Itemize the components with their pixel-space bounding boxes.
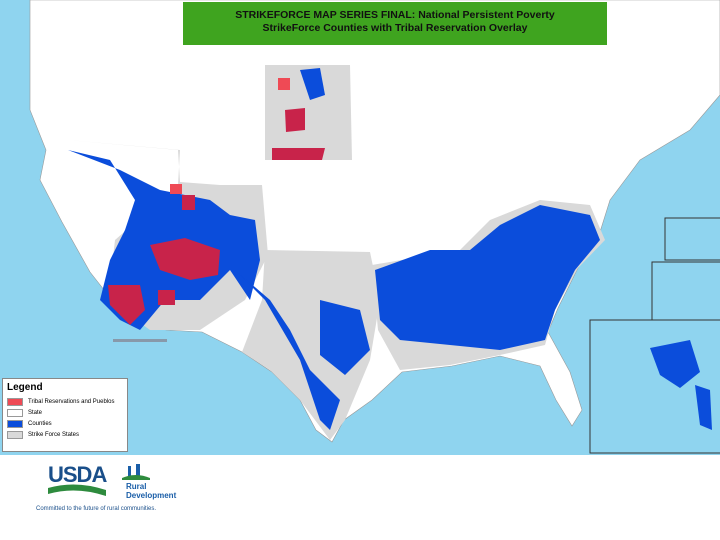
map <box>0 0 720 455</box>
title-line: StrikeForce Counties with Tribal Reserva… <box>262 22 528 34</box>
legend: Legend Tribal Reservations and Pueblos S… <box>2 378 128 452</box>
agency-line: Rural <box>126 482 147 491</box>
logo-agency: Rural Development <box>126 482 176 500</box>
tribal-reservations <box>108 108 325 325</box>
title-box: STRIKEFORCE MAP SERIES FINAL: National P… <box>183 2 607 45</box>
tribal-reservations-light <box>170 78 290 194</box>
title-line: STRIKEFORCE MAP SERIES FINAL: National P… <box>235 9 555 21</box>
logo-icon-ground <box>122 475 150 480</box>
legend-item: Tribal Reservations and Pueblos <box>7 396 123 407</box>
logo-icon-part <box>128 466 131 476</box>
legend-title: Legend <box>7 382 43 393</box>
legend-label: Counties <box>28 420 52 427</box>
legend-label: State <box>28 409 43 416</box>
logo-icon-part <box>136 464 140 476</box>
scale-bar <box>113 339 167 342</box>
logo-swoosh <box>48 484 106 496</box>
legend-item: State <box>7 407 123 418</box>
legend-swatch <box>7 397 23 406</box>
logo-usda: USDA <box>48 462 107 487</box>
legend-label: Strike Force States <box>28 431 80 438</box>
agency-line: Development <box>126 491 177 500</box>
legend-swatch <box>7 430 23 439</box>
legend-swatch <box>7 419 23 428</box>
legend-label: Tribal Reservations and Pueblos <box>28 398 115 405</box>
inset-frames <box>589 217 720 454</box>
logo-graphic <box>48 460 150 496</box>
legend-item: Strike Force States <box>7 429 123 440</box>
tagline: Committed to the future of rural communi… <box>36 506 157 512</box>
legend-swatch <box>7 408 23 417</box>
legend-item: Counties <box>7 418 123 429</box>
logo: USDA Rural Development Committed to the f… <box>36 458 196 518</box>
